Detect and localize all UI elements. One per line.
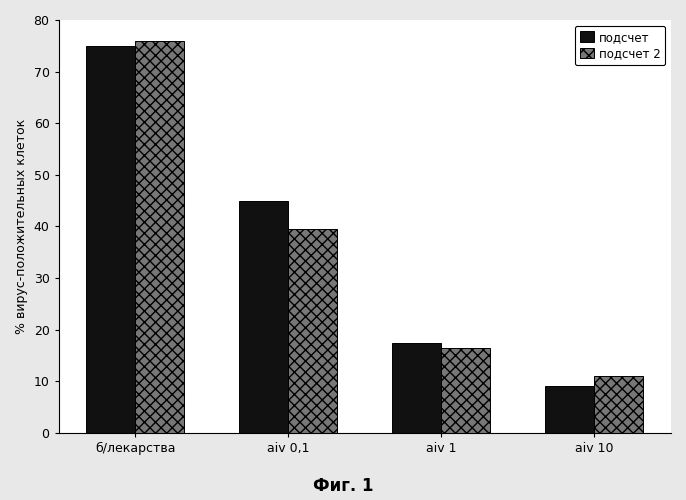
Legend: подсчет, подсчет 2: подсчет, подсчет 2 [575,26,665,65]
Y-axis label: % вирус-положительных клеток: % вирус-положительных клеток [15,119,28,334]
Bar [86,46,135,433]
Text: Фиг. 1: Фиг. 1 [313,477,373,495]
Bar [288,229,338,433]
Bar [441,348,490,433]
Bar [239,200,288,433]
Bar [392,342,441,433]
Bar [594,376,643,433]
Bar [135,40,185,433]
Bar [545,386,594,433]
